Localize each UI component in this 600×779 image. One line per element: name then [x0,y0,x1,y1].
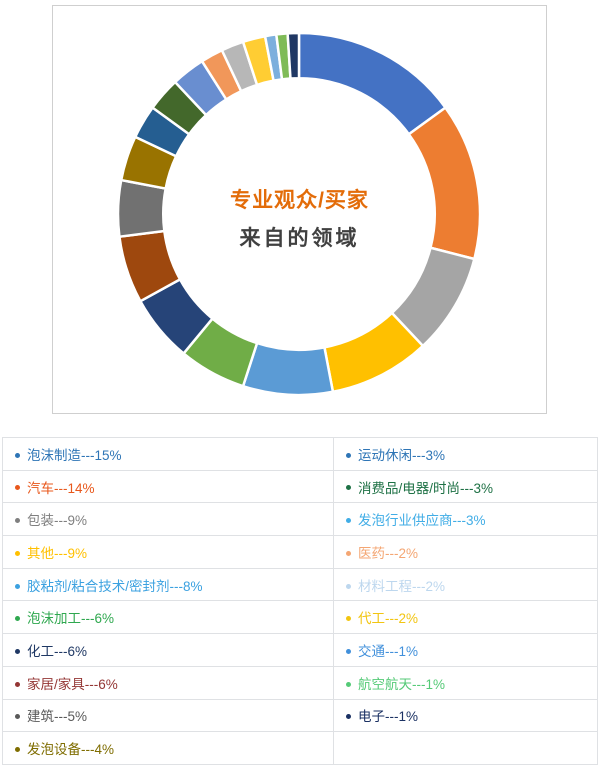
legend-bullet-icon [15,746,20,752]
donut-slice-2 [407,106,482,261]
legend-label: 消费品/电器/时尚---3% [358,480,493,496]
legend-cell: 消费品/电器/时尚---3% [333,469,598,504]
donut-slice-9 [116,178,167,238]
legend-cell: 汽车---14% [2,469,334,504]
legend-label: 电子---1% [358,709,418,725]
legend-cell: 其他---9% [2,535,334,569]
legend-bullet-icon [346,583,351,589]
legend-label: 建筑---5% [27,709,87,725]
legend-bullet-icon [346,681,351,687]
legend-cell: 家居/家具---6% [2,665,334,700]
donut-slice-1 [297,31,447,136]
legend-label: 发泡设备---4% [27,742,114,758]
legend-bullet-icon [346,550,351,556]
legend-label: 泡沫制造---15% [27,447,122,463]
legend-table: 泡沫制造---15% 运动休闲---3% 汽车---14% 消费品/电器/时尚---3… [2,437,598,765]
legend-label: 运动休闲---3% [358,447,445,463]
legend-row: 家居/家具---6% 航空航天---1% [2,665,598,700]
donut-chart [116,31,482,397]
donut-chart-card: 专业观众/买家 来自的领域 [52,5,547,414]
legend-row: 包装---9% 发泡行业供应商---3% [2,502,598,537]
legend-label: 化工---6% [27,643,87,659]
legend-bullet-icon [15,714,20,720]
legend-row: 汽车---14% 消费品/电器/时尚---3% [2,469,598,504]
legend-bullet-icon [346,648,351,654]
legend-label: 家居/家具---6% [27,676,118,692]
legend-label: 汽车---14% [27,480,95,496]
legend-label: 医药---2% [358,545,418,561]
legend-cell: 材料工程---2% [333,567,598,602]
donut-slice-5 [241,341,335,397]
legend-cell: 电子---1% [333,698,598,733]
legend-label: 其他---9% [27,545,87,561]
legend-row: 泡沫加工---6% 代工---2% [2,600,598,635]
legend-bullet-icon [15,518,20,524]
legend-cell: 化工---6% [2,633,334,667]
legend-bullet-icon [15,583,20,589]
legend-cell: 胶粘剂/粘合技术/密封剂---8% [2,567,334,602]
legend-label: 泡沫加工---6% [27,611,114,627]
legend-cell: 建筑---5% [2,698,334,733]
legend-bullet-icon [15,681,20,687]
legend-label: 航空航天---1% [358,676,445,692]
legend-bullet-icon [15,616,20,622]
legend-label: 交通---1% [358,643,418,659]
legend-cell: 泡沫加工---6% [2,600,334,635]
legend-cell: 医药---2% [333,535,598,569]
legend-bullet-icon [346,485,351,491]
legend-bullet-icon [346,518,351,524]
legend-cell: 发泡设备---4% [2,731,334,765]
legend-label: 包装---9% [27,513,87,529]
legend-bullet-icon [15,485,20,491]
legend-bullet-icon [346,452,351,458]
legend-row: 泡沫制造---15% 运动休闲---3% [2,437,598,471]
legend-cell: 包装---9% [2,502,334,537]
legend-label: 材料工程---2% [358,578,445,594]
legend-bullet-icon [15,648,20,654]
legend-cell: 发泡行业供应商---3% [333,502,598,537]
legend-row: 发泡设备---4% [2,731,598,765]
legend-bullet-icon [15,550,20,556]
legend-cell: 航空航天---1% [333,665,598,700]
legend-bullet-icon [346,714,351,720]
legend-bullet-icon [346,616,351,622]
legend-cell: 交通---1% [333,633,598,667]
donut-slice-19 [286,31,301,80]
legend-cell: 运动休闲---3% [333,437,598,471]
legend-row: 建筑---5% 电子---1% [2,698,598,733]
legend-cell: 代工---2% [333,600,598,635]
legend-cell: 泡沫制造---15% [2,437,334,471]
legend-cell-empty [333,731,598,765]
legend-label: 发泡行业供应商---3% [358,513,486,529]
legend-label: 代工---2% [358,611,418,627]
legend-bullet-icon [15,452,20,458]
legend-row: 其他---9% 医药---2% [2,535,598,569]
legend-row: 胶粘剂/粘合技术/密封剂---8% 材料工程---2% [2,567,598,602]
legend-label: 胶粘剂/粘合技术/密封剂---8% [27,578,203,594]
legend-row: 化工---6% 交通---1% [2,633,598,667]
